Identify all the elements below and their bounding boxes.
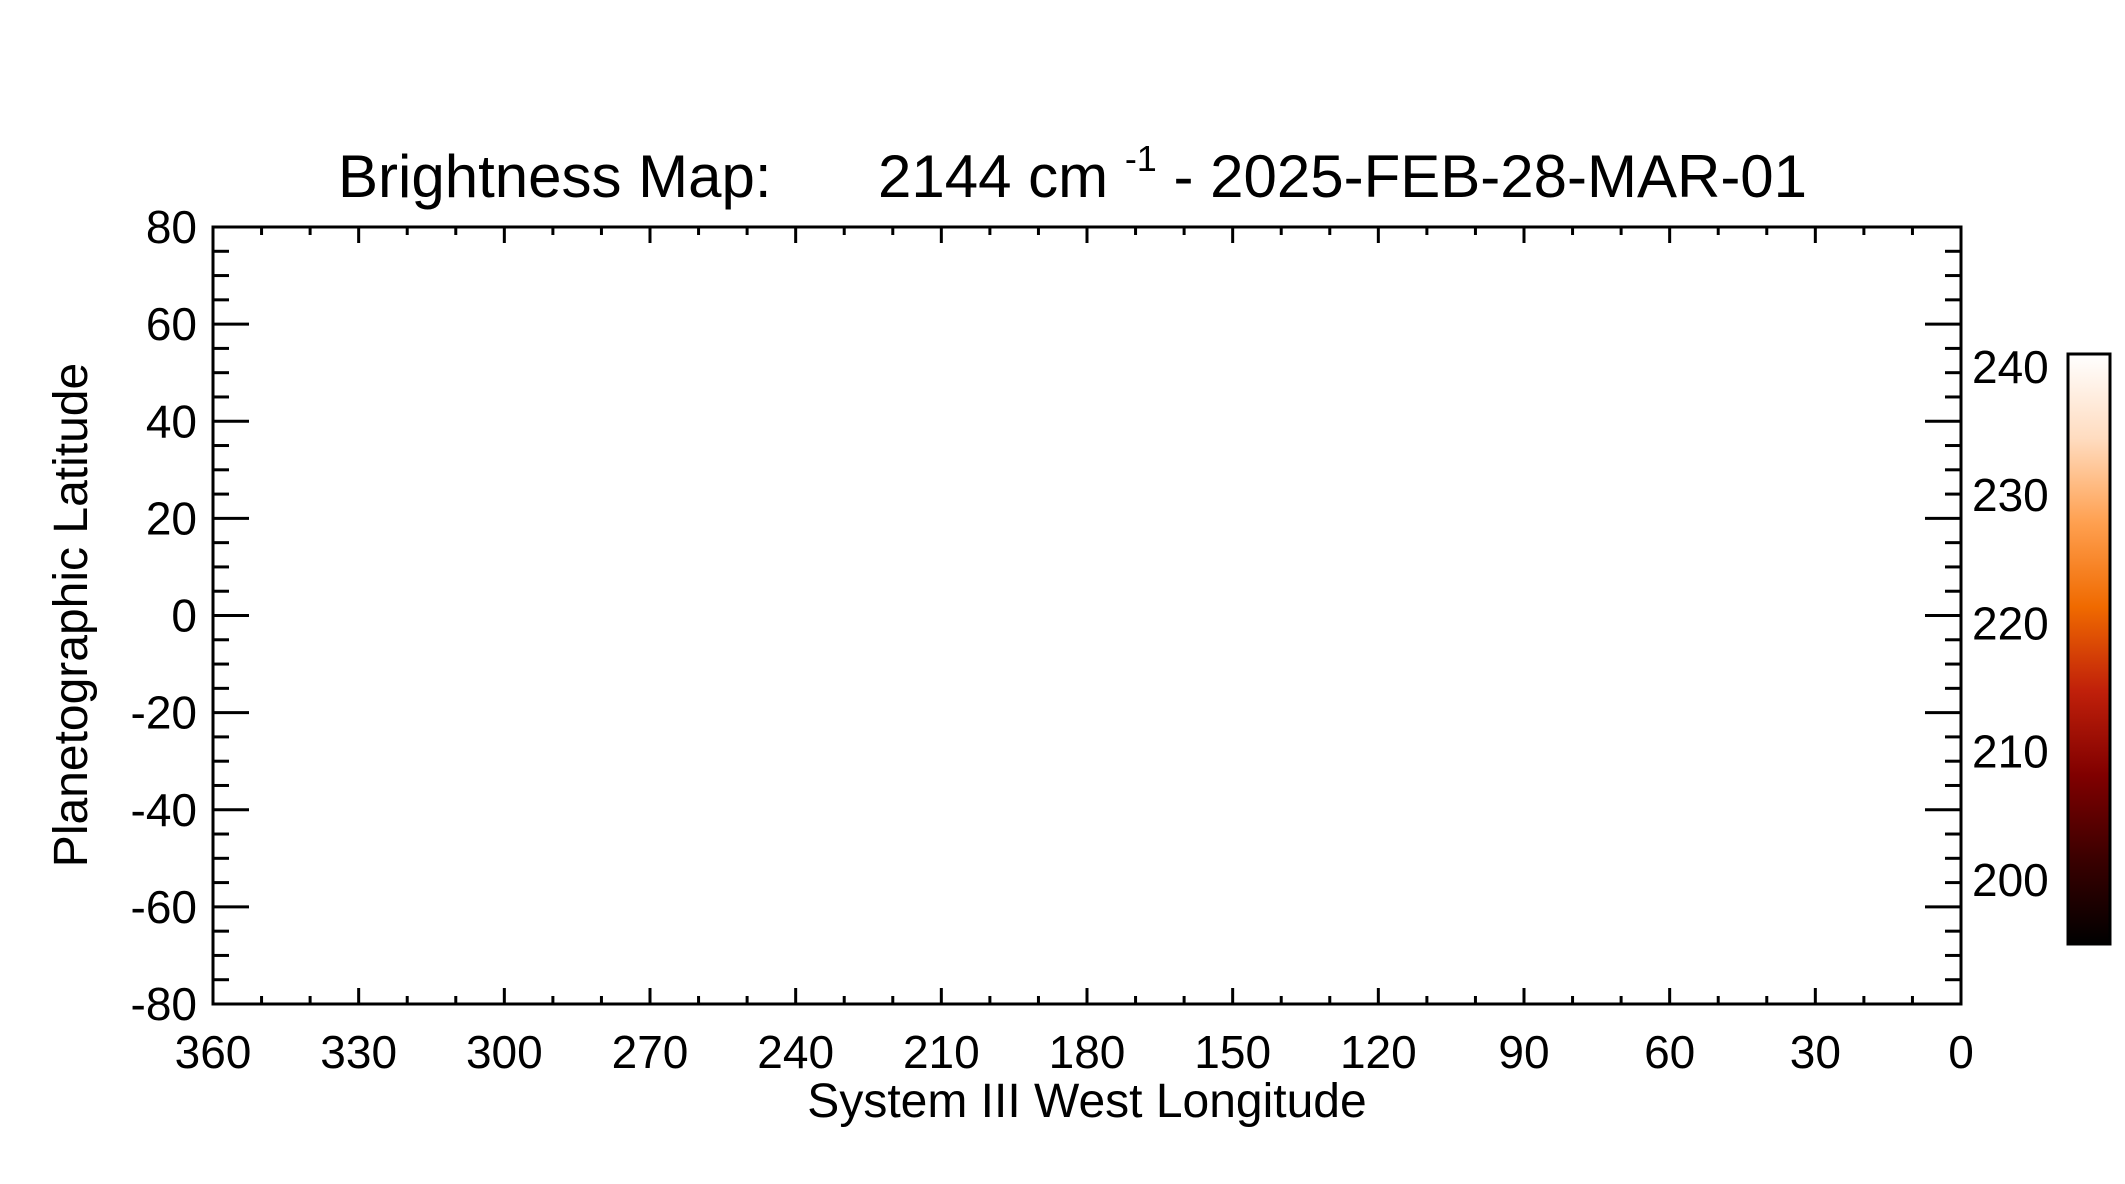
title-wavenumber: 2144 cm [878,143,1108,210]
x-tick-label: 270 [612,1026,689,1078]
x-tick-label: 300 [466,1026,543,1078]
x-tick-label: 330 [320,1026,397,1078]
colorbar-tick-labels: 240 230 220 210 200 [1972,341,2049,906]
colorbar-tick-label: 200 [1972,854,2049,906]
y-tick-label: 20 [146,492,197,544]
x-tick-label: 180 [1049,1026,1126,1078]
x-tick-label: 90 [1498,1026,1549,1078]
y-tick-label: 60 [146,298,197,350]
title-exponent: -1 [1125,138,1157,179]
x-axis-ticks [211,227,1963,1004]
y-tick-label: -80 [131,978,197,1030]
x-axis-label: System III West Longitude [807,1075,1366,1128]
y-tick-label: -40 [131,784,197,836]
x-tick-label: 120 [1340,1026,1417,1078]
title-suffix: - 2025-FEB-28-MAR-01 [1174,143,1808,210]
x-tick-label: 150 [1194,1026,1271,1078]
y-tick-label: 40 [146,395,197,447]
colorbar-tick-label: 230 [1972,469,2049,521]
y-axis-label: Planetographic Latitude [45,363,98,867]
colorbar [2066,352,2112,946]
x-axis-tick-labels: 360 330 300 270 240 210 180 150 120 90 60 30 0 [175,1026,1974,1078]
colorbar-tick-label: 220 [1972,597,2049,649]
colorbar-tick-label: 210 [1972,726,2049,778]
y-tick-label: -60 [131,881,197,933]
x-tick-label: 0 [1948,1026,1974,1078]
y-axis-ticks [213,225,1961,1006]
x-tick-label: 30 [1790,1026,1841,1078]
y-axis-tick-labels: 80 60 40 20 0 -20 -40 -60 -80 [131,201,197,1030]
x-tick-label: 240 [757,1026,834,1078]
title-prefix: Brightness Map: [338,143,772,210]
x-tick-label: 60 [1644,1026,1695,1078]
y-tick-label: 0 [171,590,197,642]
y-tick-label: -20 [131,687,197,739]
x-tick-label: 360 [175,1026,252,1078]
colorbar-tick-label: 240 [1972,341,2049,393]
plot-area [211,225,1963,1006]
y-tick-label: 80 [146,201,197,253]
chart-title: Brightness Map: 2144 cm -1 - 2025-FEB-28… [338,117,1807,210]
x-tick-label: 210 [903,1026,980,1078]
